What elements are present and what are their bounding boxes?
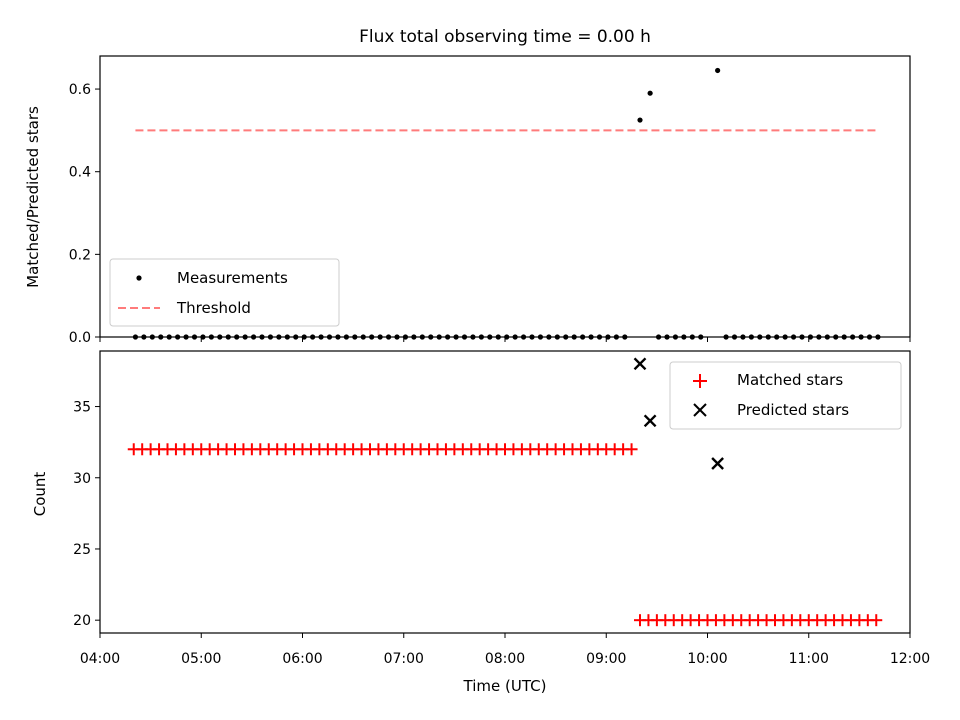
x-tick-label: 04:00 xyxy=(80,651,120,667)
x-tick-label: 12:00 xyxy=(890,651,930,667)
ratio-legend: Measurements Threshold xyxy=(109,258,340,327)
count-y-tick-label: 25 xyxy=(73,542,91,558)
matched-stars-point xyxy=(625,443,638,456)
x-tick-label: 10:00 xyxy=(687,651,727,667)
count-legend: Matched stars Predicted stars xyxy=(669,361,902,430)
x-tick-label: 05:00 xyxy=(181,651,221,667)
matched-stars-legend-marker xyxy=(693,374,707,388)
ratio-y-ticks: 0.0 0.2 0.4 0.6 xyxy=(69,82,100,346)
count-panel: 04:00 05:00 06:00 07:00 08:00 09:00 10:00 11:00… xyxy=(31,350,930,667)
count-plot-area xyxy=(127,357,883,627)
predicted-stars-legend-marker xyxy=(693,403,707,417)
figure-title: Flux total observing time = 0.00 h xyxy=(359,27,651,47)
count-legend-box xyxy=(669,361,902,430)
matched-stars-point xyxy=(870,614,883,627)
count-y-tick-label: 35 xyxy=(73,400,91,416)
count-y-axis-label: Count xyxy=(31,472,49,517)
threshold-legend-label: Threshold xyxy=(176,299,251,317)
ratio-y-tick-label: 0.6 xyxy=(69,82,91,98)
x-tick-label: 08:00 xyxy=(485,651,525,667)
ratio-y-tick-label: 0.2 xyxy=(69,247,91,263)
measurements-legend-marker xyxy=(136,275,142,281)
x-tick-label: 09:00 xyxy=(586,651,626,667)
predicted-stars-legend-label: Predicted stars xyxy=(737,401,849,419)
ratio-panel: 0.0 0.2 0.4 0.6 Matched/Predicted stars Mea… xyxy=(24,55,911,346)
ratio-y-tick-label: 0.0 xyxy=(69,330,91,346)
x-tick-label: 07:00 xyxy=(384,651,424,667)
measurements-point xyxy=(637,117,643,123)
predicted-stars-point xyxy=(711,457,724,470)
ratio-y-tick-label: 0.4 xyxy=(69,165,91,181)
measurements-point xyxy=(647,90,653,96)
x-tick-label: 11:00 xyxy=(789,651,829,667)
ratio-legend-box xyxy=(109,258,340,327)
measurements-legend-label: Measurements xyxy=(177,269,288,287)
count-y-tick-label: 30 xyxy=(73,471,91,487)
count-x-ticks: 04:00 05:00 06:00 07:00 08:00 09:00 10:00 11:00… xyxy=(80,633,930,667)
ratio-y-axis-label: Matched/Predicted stars xyxy=(24,106,42,288)
matched-stars-legend-label: Matched stars xyxy=(737,371,843,389)
measurements-point xyxy=(715,67,721,74)
ratio-x-ticks xyxy=(99,337,911,342)
predicted-stars-point xyxy=(643,414,657,428)
count-y-tick-label: 20 xyxy=(73,613,91,629)
count-y-ticks: 20 25 30 35 xyxy=(73,400,100,629)
x-axis-label: Time (UTC) xyxy=(463,677,547,695)
predicted-stars-point xyxy=(633,357,647,371)
x-tick-label: 06:00 xyxy=(282,651,322,667)
